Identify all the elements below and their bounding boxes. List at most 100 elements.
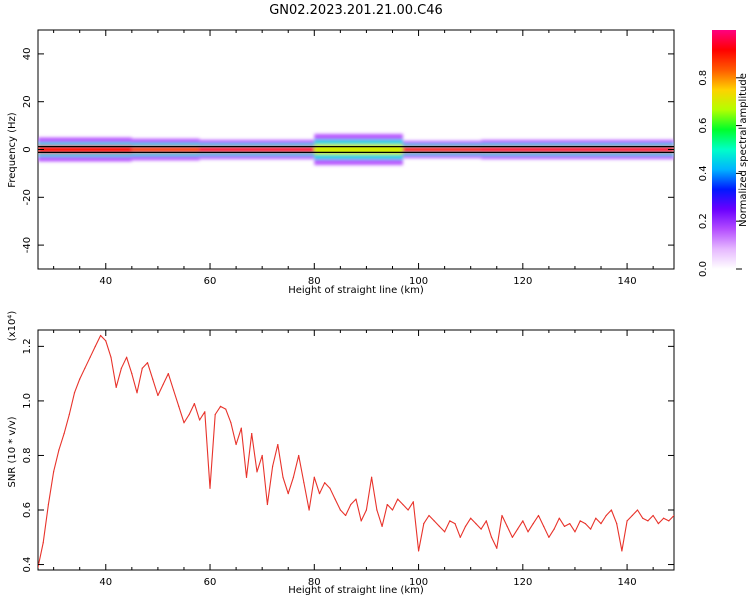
colorbar-scale	[712, 30, 736, 269]
spectrogram-x-tick-label: 40	[99, 276, 112, 287]
snr-point	[532, 523, 534, 525]
snr-point	[417, 550, 420, 552]
snr-point	[282, 476, 284, 478]
snr-point	[397, 498, 399, 500]
snr-point	[616, 523, 618, 525]
colorbar-tick-label: 0.0	[698, 261, 709, 277]
spectrogram-y-axis-label: Frequency (Hz)	[7, 112, 18, 188]
snr-point	[433, 520, 435, 522]
snr-point	[636, 509, 639, 511]
snr-point	[574, 531, 576, 533]
snr-point	[245, 476, 248, 478]
snr-point	[365, 509, 368, 511]
spectrogram-x-tick-label: 140	[618, 276, 637, 287]
snr-point	[105, 340, 107, 342]
snr-point	[470, 517, 472, 519]
snr-point	[136, 392, 138, 394]
snr-y-axis-label: SNR (10 * v/v)	[7, 416, 18, 487]
snr-point	[537, 514, 540, 517]
snr-point	[47, 503, 50, 506]
snr-point	[230, 422, 232, 424]
snr-point	[204, 411, 206, 413]
snr-point	[517, 528, 519, 530]
snr-point	[292, 476, 295, 478]
figure-title: GN02.2023.201.21.00.C46	[269, 3, 443, 18]
snr-point	[668, 520, 670, 522]
snr-point	[84, 367, 86, 369]
snr-point	[527, 531, 529, 533]
snr-point	[339, 509, 341, 511]
snr-point	[214, 413, 216, 416]
snr-x-tick-label: 80	[308, 577, 321, 588]
snr-point	[298, 454, 300, 457]
snr-point	[146, 362, 149, 364]
snr-point	[271, 465, 274, 467]
snr-point	[94, 345, 96, 347]
snr-point	[386, 503, 388, 506]
snr-point	[459, 536, 461, 538]
snr-y-tick-label: 0.6	[22, 502, 33, 518]
snr-point	[308, 509, 310, 511]
snr-point	[407, 509, 409, 511]
snr-plot-frame	[37, 329, 675, 571]
snr-point	[287, 493, 289, 495]
snr-point	[412, 501, 414, 503]
snr-point	[53, 471, 55, 473]
snr-point	[391, 509, 394, 511]
snr-point	[475, 523, 477, 525]
snr-point	[423, 523, 425, 525]
snr-x-tick-label: 40	[99, 577, 112, 588]
snr-point	[266, 503, 268, 506]
snr-y-tick-label: 0.8	[22, 448, 33, 464]
colorbar: 0.0 0.2 0.4 0.6 0.8 Normalized spectral ampl…	[698, 30, 749, 277]
snr-point	[193, 403, 195, 405]
snr-point	[334, 498, 336, 500]
snr-point	[126, 356, 128, 358]
snr-point	[449, 520, 451, 522]
colorbar-tick-label: 0.4	[698, 165, 709, 181]
snr-point	[600, 523, 602, 525]
band-segment-2-core	[199, 148, 315, 151]
snr-point	[506, 525, 508, 527]
snr-point	[235, 443, 237, 446]
snr-point	[313, 476, 315, 478]
snr-point	[376, 509, 378, 511]
spectrogram-x-tick-label: 60	[204, 276, 217, 287]
snr-point	[501, 514, 503, 517]
band-segment-4-core	[402, 148, 482, 151]
spectrogram-y-tick-label: 0	[22, 146, 33, 152]
snr-x-tick-label: 100	[409, 577, 428, 588]
snr-point	[543, 525, 545, 527]
spectrogram-x-tick-label: 120	[513, 276, 532, 287]
band-segment-3-core	[314, 148, 403, 151]
colorbar-tick-label: 0.2	[698, 213, 709, 229]
spectrogram-y-tick-label: -40	[22, 237, 33, 253]
snr-series	[38, 334, 674, 568]
colorbar-tick-label: 0.6	[698, 118, 709, 134]
snr-point	[673, 514, 674, 517]
snr-point	[563, 525, 566, 527]
snr-point	[89, 356, 91, 358]
spectral-band	[38, 133, 674, 166]
snr-point	[355, 498, 357, 500]
snr-point	[261, 454, 263, 457]
snr-point	[152, 378, 154, 380]
snr-point	[662, 517, 665, 519]
snr-point	[324, 482, 326, 484]
snr-point	[558, 517, 560, 519]
snr-point	[652, 514, 654, 517]
snr-point	[42, 542, 44, 544]
spectrogram-axes: 40 60 80 100 120 140 -40 -20 0 20 40	[22, 30, 674, 287]
snr-point	[553, 528, 555, 530]
snr-point	[444, 531, 446, 533]
snr-point	[647, 520, 649, 522]
snr-point	[402, 503, 404, 506]
snr-y-tick-label: 1.0	[22, 393, 33, 409]
snr-point	[131, 373, 133, 375]
snr-point	[120, 367, 123, 369]
snr-y-tick-label: 0.4	[22, 557, 33, 573]
snr-x-axis-label: Height of straight line (km)	[288, 585, 424, 596]
snr-point	[240, 427, 242, 429]
colorbar-label: Normalized spectral amplitude	[738, 73, 749, 227]
